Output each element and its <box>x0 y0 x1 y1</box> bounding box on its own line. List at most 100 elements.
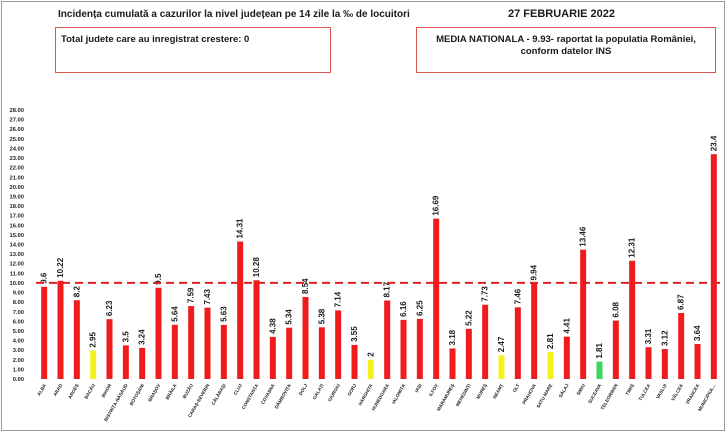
data-label: 13.46 <box>579 226 588 247</box>
data-label: 9.5 <box>154 273 163 285</box>
x-category-label: ILFOV <box>428 382 440 397</box>
x-category-label: HUNEDOARA <box>371 382 391 411</box>
y-tick-label: 8.00 <box>13 300 24 306</box>
x-category-label: IAȘI <box>414 383 424 394</box>
bar <box>710 154 717 379</box>
data-label: 2.47 <box>497 336 506 352</box>
bar <box>482 304 489 379</box>
y-tick-label: 19.00 <box>9 194 24 200</box>
bar <box>629 260 636 379</box>
x-category-label: BRĂILA <box>164 382 178 401</box>
x-category-label: ALBA <box>36 382 47 396</box>
x-category-label: CĂLĂRAȘI <box>210 383 228 407</box>
x-category-label: DOLJ <box>298 383 309 396</box>
y-tick-label: 2.00 <box>13 358 24 364</box>
data-label: 3.18 <box>448 329 457 345</box>
x-category-label: BRAȘOV <box>147 382 162 403</box>
data-label: 10.28 <box>252 257 261 278</box>
report-date: 27 FEBRUARIE 2022 <box>508 8 615 20</box>
bar <box>220 324 227 379</box>
data-label: 3.55 <box>350 326 359 342</box>
data-label: 5.22 <box>464 310 473 326</box>
data-label: 14.31 <box>236 218 245 239</box>
bar <box>416 318 423 379</box>
data-label: 9.6 <box>40 272 49 284</box>
bar <box>41 286 48 379</box>
x-category-label: ARGEȘ <box>67 383 80 400</box>
bar <box>253 280 260 379</box>
x-category-label: IALOMIȚA <box>391 382 407 404</box>
x-category-label: BOTOȘANI <box>129 383 146 407</box>
bar <box>580 249 587 379</box>
x-category-label: PRAHOVA <box>521 382 537 405</box>
bar <box>645 347 652 379</box>
y-tick-label: 27.00 <box>9 118 24 124</box>
data-label: 7.73 <box>481 286 490 302</box>
national-average-line2: conform datelor INS <box>520 46 612 57</box>
x-category-label: VASLUI <box>655 383 668 400</box>
increase-counties-text: Total judete care au inregistrat crester… <box>61 34 250 45</box>
y-tick-label: 13.00 <box>9 252 24 258</box>
data-label: 6.25 <box>415 300 424 316</box>
bar <box>694 344 701 379</box>
y-tick-label: 18.00 <box>9 204 24 210</box>
x-category-label: CLUJ <box>233 383 244 396</box>
x-category-label: ARAD <box>52 382 63 397</box>
data-label: 5.63 <box>219 306 228 322</box>
x-category-label: BACĂU <box>83 382 97 400</box>
data-label: 5.38 <box>317 308 326 324</box>
x-category-label: GORJ <box>347 383 358 397</box>
data-label: 1.81 <box>595 342 604 358</box>
bar <box>171 324 178 379</box>
bar <box>547 352 554 379</box>
data-label: 23.4 <box>709 135 718 151</box>
bar <box>661 349 668 379</box>
x-category-label: TELEORMAN <box>600 382 619 410</box>
y-tick-label: 21.00 <box>9 175 24 181</box>
bar <box>90 350 97 379</box>
bar <box>122 345 129 380</box>
data-label: 3.12 <box>660 330 669 346</box>
y-tick-label: 7.00 <box>13 310 24 316</box>
y-tick-label: 1.00 <box>13 367 24 373</box>
bar <box>514 307 521 379</box>
bar <box>237 241 244 379</box>
bar <box>302 296 309 379</box>
x-category-label: SATU MARE <box>536 383 554 409</box>
bar <box>384 300 391 379</box>
increase-counties-box: Total judete care au inregistrat crester… <box>55 27 331 73</box>
chart-title: Incidența cumulată a cazurilor la nivel … <box>58 9 410 20</box>
data-label: 3.24 <box>138 329 147 345</box>
data-label: 2.81 <box>546 333 555 349</box>
y-tick-label: 10.00 <box>9 281 24 287</box>
data-label: 6.16 <box>399 301 408 317</box>
y-tick-label: 16.00 <box>9 223 24 229</box>
data-label: 6.08 <box>611 301 620 317</box>
y-tick-label: 28.00 <box>9 108 24 114</box>
bar <box>400 319 407 379</box>
bar <box>563 336 570 379</box>
y-tick-label: 26.00 <box>9 127 24 133</box>
data-label: 3.31 <box>644 328 653 344</box>
bar <box>318 327 325 379</box>
data-label: 8.17 <box>383 281 392 297</box>
bar <box>106 319 113 379</box>
x-category-label: DÂMBOVIȚA <box>273 382 292 410</box>
bar <box>433 218 440 379</box>
x-category-label: GALAȚI <box>312 383 325 400</box>
x-category-label: VRANCEA <box>685 382 701 405</box>
bar <box>139 347 146 379</box>
y-tick-label: 9.00 <box>13 291 24 297</box>
data-label: 7.43 <box>203 288 212 304</box>
x-category-label: BIHOR <box>101 382 113 398</box>
y-tick-label: 0.00 <box>13 377 24 383</box>
bar <box>286 327 293 379</box>
bar <box>57 280 64 379</box>
national-average-box: MEDIA NATIONALA - 9.93- raportat la popu… <box>416 27 716 73</box>
data-label: 3.5 <box>121 331 130 343</box>
bar <box>596 361 603 379</box>
bars-group <box>41 154 717 380</box>
y-tick-label: 12.00 <box>9 262 24 268</box>
data-label: 12.31 <box>628 237 637 258</box>
